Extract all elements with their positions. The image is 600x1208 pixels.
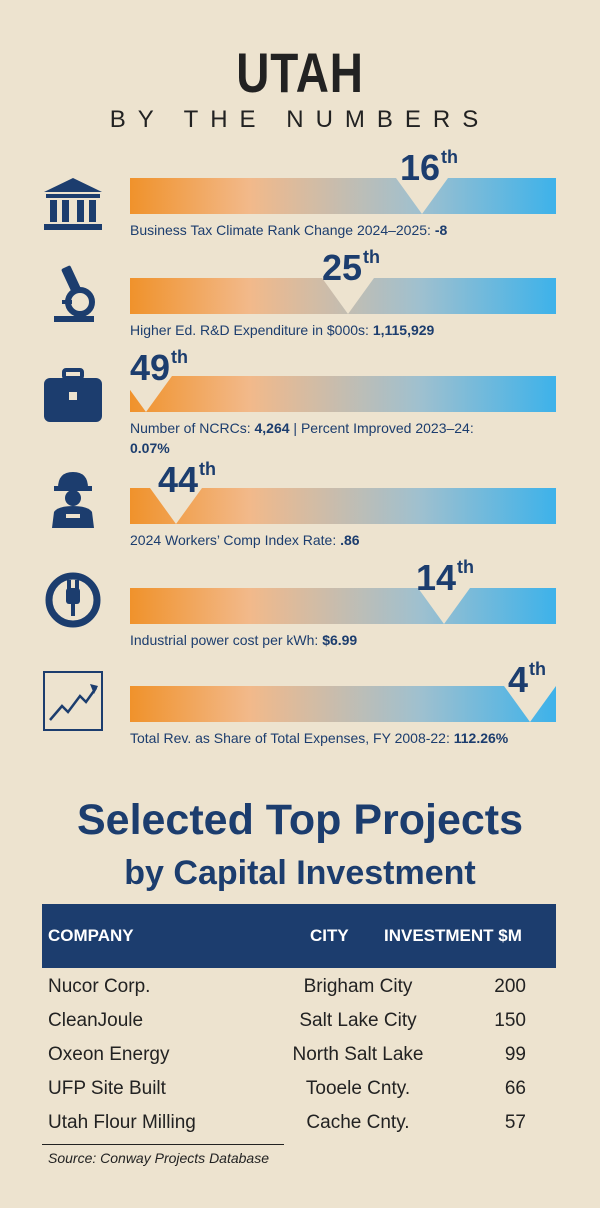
- metric-caption: Business Tax Climate Rank Change 2024–20…: [130, 222, 448, 238]
- city-cell: Brigham City: [303, 976, 413, 997]
- rank-value: 14th: [416, 557, 475, 598]
- metric-caption: Industrial power cost per kWh: $6.99: [130, 632, 358, 648]
- rank-value: 49th: [130, 347, 189, 388]
- table-row: CleanJoule Salt Lake City 150: [42, 1004, 556, 1038]
- investment-cell: 200: [494, 976, 526, 997]
- investment-cell: 66: [504, 1078, 526, 1099]
- briefcase-icon: [40, 362, 106, 428]
- rank-bar: [130, 686, 556, 722]
- page-title: UTAH: [236, 41, 364, 104]
- column-header-investment: INVESTMENT $M: [384, 926, 522, 945]
- company-cell: CleanJoule: [48, 1010, 144, 1031]
- table-row: Utah Flour Milling Cache Cnty. 57: [42, 1106, 556, 1140]
- rank-value: 16th: [400, 147, 459, 188]
- investment-cell: 99: [504, 1044, 526, 1065]
- city-cell: North Salt Lake: [292, 1044, 424, 1065]
- worker-icon: [40, 466, 106, 532]
- city-cell: Cache Cnty.: [306, 1112, 410, 1133]
- column-header-city: CITY: [310, 926, 349, 945]
- power-plug-icon: [40, 566, 106, 632]
- rising-chart-icon: [40, 668, 106, 734]
- rank-bar: [130, 588, 556, 624]
- rank-bar: [130, 278, 556, 314]
- page-subtitle: BY THE NUMBERS: [109, 106, 491, 133]
- table-row: Oxeon Energy North Salt Lake 99: [42, 1038, 556, 1072]
- company-cell: Oxeon Energy: [48, 1044, 170, 1065]
- table-row: Nucor Corp. Brigham City 200: [42, 970, 556, 1004]
- metric-caption: Number of NCRCs: 4,264 | Percent Improve…: [130, 420, 474, 456]
- metric-caption: Higher Ed. R&D Expenditure in $000s: 1,1…: [130, 322, 435, 338]
- investment-cell: 57: [504, 1112, 526, 1133]
- metric-caption: Total Rev. as Share of Total Expenses, F…: [130, 730, 509, 746]
- rank-value: 4th: [508, 659, 547, 700]
- city-cell: Salt Lake City: [299, 1010, 417, 1031]
- metric-caption: 2024 Workers’ Comp Index Rate: .86: [130, 532, 360, 548]
- source-divider: [42, 1144, 284, 1145]
- rank-bar: [130, 178, 556, 214]
- bank-icon: [40, 172, 106, 238]
- investment-cell: 150: [494, 1010, 526, 1031]
- city-cell: Tooele Cnty.: [305, 1078, 411, 1099]
- rank-value: 44th: [158, 459, 217, 500]
- table-header: COMPANY CITY INVESTMENT $M: [42, 904, 556, 968]
- company-cell: Utah Flour Milling: [48, 1112, 196, 1133]
- table-row: UFP Site Built Tooele Cnty. 66: [42, 1072, 556, 1106]
- section-title: Selected Top Projects: [76, 796, 524, 844]
- rank-bar: [130, 488, 556, 524]
- rank-value: 25th: [322, 247, 381, 288]
- section-subtitle: by Capital Investment: [124, 854, 476, 892]
- column-header-company: COMPANY: [48, 926, 134, 945]
- source-note: Source: Conway Projects Database: [48, 1150, 269, 1166]
- rank-bar: [120, 376, 556, 412]
- company-cell: Nucor Corp.: [48, 976, 151, 997]
- company-cell: UFP Site Built: [48, 1078, 166, 1099]
- microscope-icon: [40, 262, 106, 328]
